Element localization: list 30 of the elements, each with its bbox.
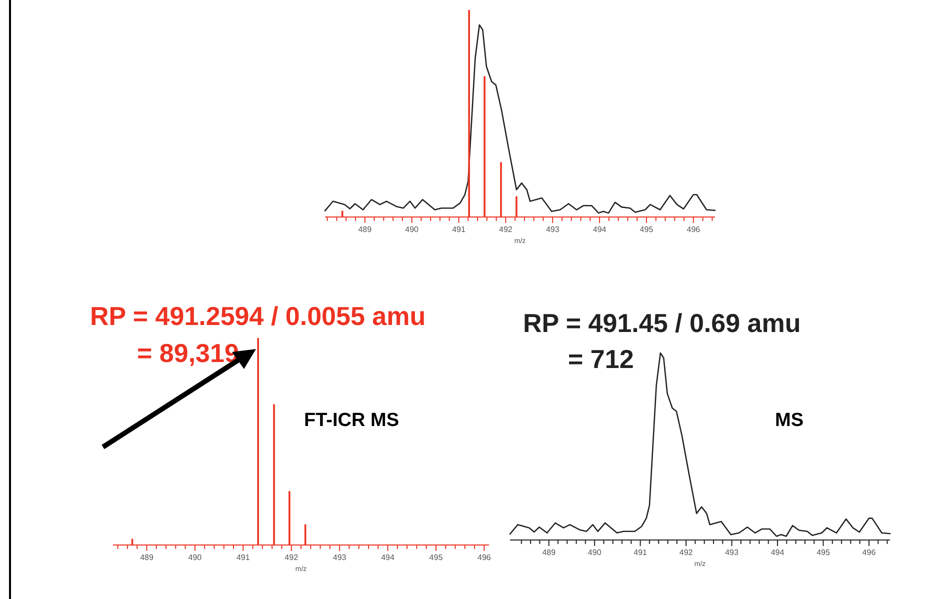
x-tick-label: 493 [546, 225, 560, 234]
x-tick-label: 494 [770, 548, 785, 557]
x-tick-label: 495 [640, 225, 654, 234]
x-tick-label: 489 [140, 553, 154, 562]
x-tick-label: 496 [686, 225, 701, 234]
annotation: MS [775, 410, 804, 431]
x-tick-label: 491 [452, 225, 466, 234]
x-tick-label: 492 [499, 225, 513, 234]
x-tick-label: 495 [816, 548, 830, 557]
x-tick-label: 490 [188, 553, 202, 562]
x-tick-label: 490 [405, 225, 420, 234]
annotation: = 712 [568, 344, 634, 374]
x-tick-label: 496 [862, 548, 876, 557]
x-tick-label: 489 [358, 225, 372, 234]
x-tick-label: 489 [542, 548, 556, 557]
x-tick-label: 491 [634, 548, 648, 557]
x-tick-label: 493 [725, 548, 739, 557]
x-tick-label: 490 [588, 548, 602, 557]
x-tick-label: 492 [679, 548, 694, 557]
x-tick-label: 495 [429, 553, 444, 562]
text: RP = 491.2594 / 0.0055 amu [90, 301, 426, 331]
x-tick-label: 492 [284, 553, 299, 562]
annotation: FT-ICR MS [304, 410, 399, 431]
x-tick-label: 494 [592, 225, 607, 234]
annotation: = 89,319 [137, 338, 239, 368]
x-tick-label: 494 [381, 553, 395, 562]
x-tick-label: 491 [236, 553, 250, 562]
x-tick-label: 493 [332, 553, 347, 562]
x-tick-label: 496 [478, 553, 492, 562]
text: RP = 491.45 / 0.69 amu [523, 308, 801, 338]
